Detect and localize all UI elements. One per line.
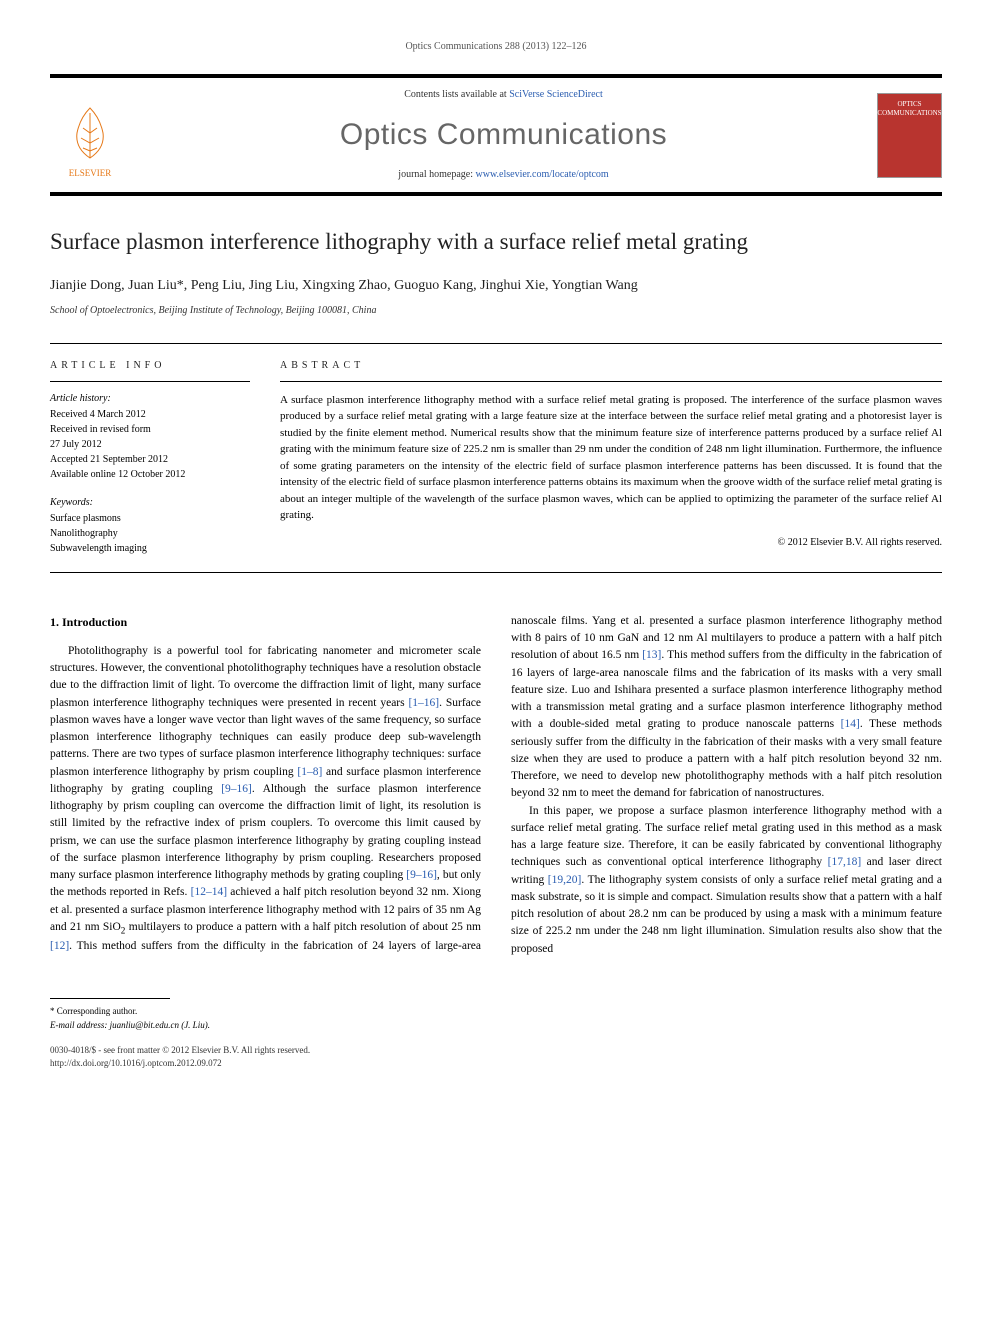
journal-name: Optics Communications	[130, 114, 877, 156]
email-value: juanliu@bit.edu.cn (J. Liu).	[110, 1020, 210, 1030]
article-info-heading: article info	[50, 359, 250, 382]
email-label: E-mail address:	[50, 1020, 110, 1030]
corresponding-email: E-mail address: juanliu@bit.edu.cn (J. L…	[50, 1019, 942, 1032]
ref-link[interactable]: [12–14]	[191, 886, 227, 898]
ref-link[interactable]: [17,18]	[828, 856, 862, 868]
ref-link[interactable]: [14]	[841, 718, 860, 730]
history-item: 27 July 2012	[50, 438, 250, 452]
keyword-item: Subwavelength imaging	[50, 542, 250, 556]
keyword-item: Surface plasmons	[50, 512, 250, 526]
footer-issn: 0030-4018/$ - see front matter © 2012 El…	[50, 1044, 942, 1057]
para-2: In this paper, we propose a surface plas…	[511, 803, 942, 958]
article-info-column: article info Article history: Received 4…	[50, 359, 250, 557]
affiliation: School of Optoelectronics, Beijing Insti…	[50, 304, 942, 318]
cover-title-bottom: COMMUNICATIONS	[877, 109, 941, 119]
article-title: Surface plasmon interference lithography…	[50, 226, 942, 258]
ref-link[interactable]: [12]	[50, 940, 69, 952]
ref-link[interactable]: [19,20]	[548, 874, 582, 886]
abstract-column: abstract A surface plasmon interference …	[280, 359, 942, 557]
ref-link[interactable]: [1–8]	[297, 766, 322, 778]
journal-cover-thumbnail: OPTICS COMMUNICATIONS	[877, 93, 942, 178]
abstract-copyright: © 2012 Elsevier B.V. All rights reserved…	[280, 536, 942, 550]
keywords-label: Keywords:	[50, 496, 250, 510]
corresponding-author-note: * Corresponding author.	[50, 1005, 942, 1018]
history-item: Received in revised form	[50, 423, 250, 437]
text-span: . Although the surface plasmon interfere…	[50, 783, 481, 881]
ref-link[interactable]: [13]	[642, 649, 661, 661]
section-1-heading: 1. Introduction	[50, 613, 481, 631]
homepage-line: journal homepage: www.elsevier.com/locat…	[130, 168, 877, 182]
journal-masthead: ELSEVIER Contents lists available at Sci…	[50, 74, 942, 196]
publisher-name: ELSEVIER	[69, 167, 112, 180]
keyword-item: Nanolithography	[50, 527, 250, 541]
running-header: Optics Communications 288 (2013) 122–126	[50, 40, 942, 54]
history-label: Article history:	[50, 392, 250, 406]
ref-link[interactable]: [9–16]	[406, 869, 437, 881]
cover-title-top: OPTICS	[897, 100, 921, 110]
history-item: Available online 12 October 2012	[50, 468, 250, 482]
abstract-text: A surface plasmon interference lithograp…	[280, 392, 942, 524]
contents-prefix: Contents lists available at	[404, 89, 509, 100]
author-list: Jianjie Dong, Juan Liu*, Peng Liu, Jing …	[50, 276, 942, 296]
text-span: multilayers to produce a pattern with a …	[125, 921, 481, 933]
elsevier-tree-icon	[65, 103, 115, 163]
ref-link[interactable]: [9–16]	[221, 783, 252, 795]
abstract-heading: abstract	[280, 359, 942, 382]
homepage-prefix: journal homepage:	[398, 169, 475, 180]
info-abstract-block: article info Article history: Received 4…	[50, 343, 942, 573]
footer-separator	[50, 998, 170, 999]
contents-line: Contents lists available at SciVerse Sci…	[130, 88, 877, 102]
masthead-center: Contents lists available at SciVerse Sci…	[130, 88, 877, 182]
ref-link[interactable]: [1–16]	[408, 697, 439, 709]
history-item: Received 4 March 2012	[50, 408, 250, 422]
publisher-logo: ELSEVIER	[50, 90, 130, 180]
footer-doi: http://dx.doi.org/10.1016/j.optcom.2012.…	[50, 1057, 942, 1070]
article-body: 1. Introduction Photolithography is a po…	[50, 613, 942, 958]
history-item: Accepted 21 September 2012	[50, 453, 250, 467]
homepage-link[interactable]: www.elsevier.com/locate/optcom	[476, 169, 609, 180]
text-span: . These methods seriously suffer from th…	[511, 718, 942, 799]
sciencedirect-link[interactable]: SciVerse ScienceDirect	[509, 89, 603, 100]
